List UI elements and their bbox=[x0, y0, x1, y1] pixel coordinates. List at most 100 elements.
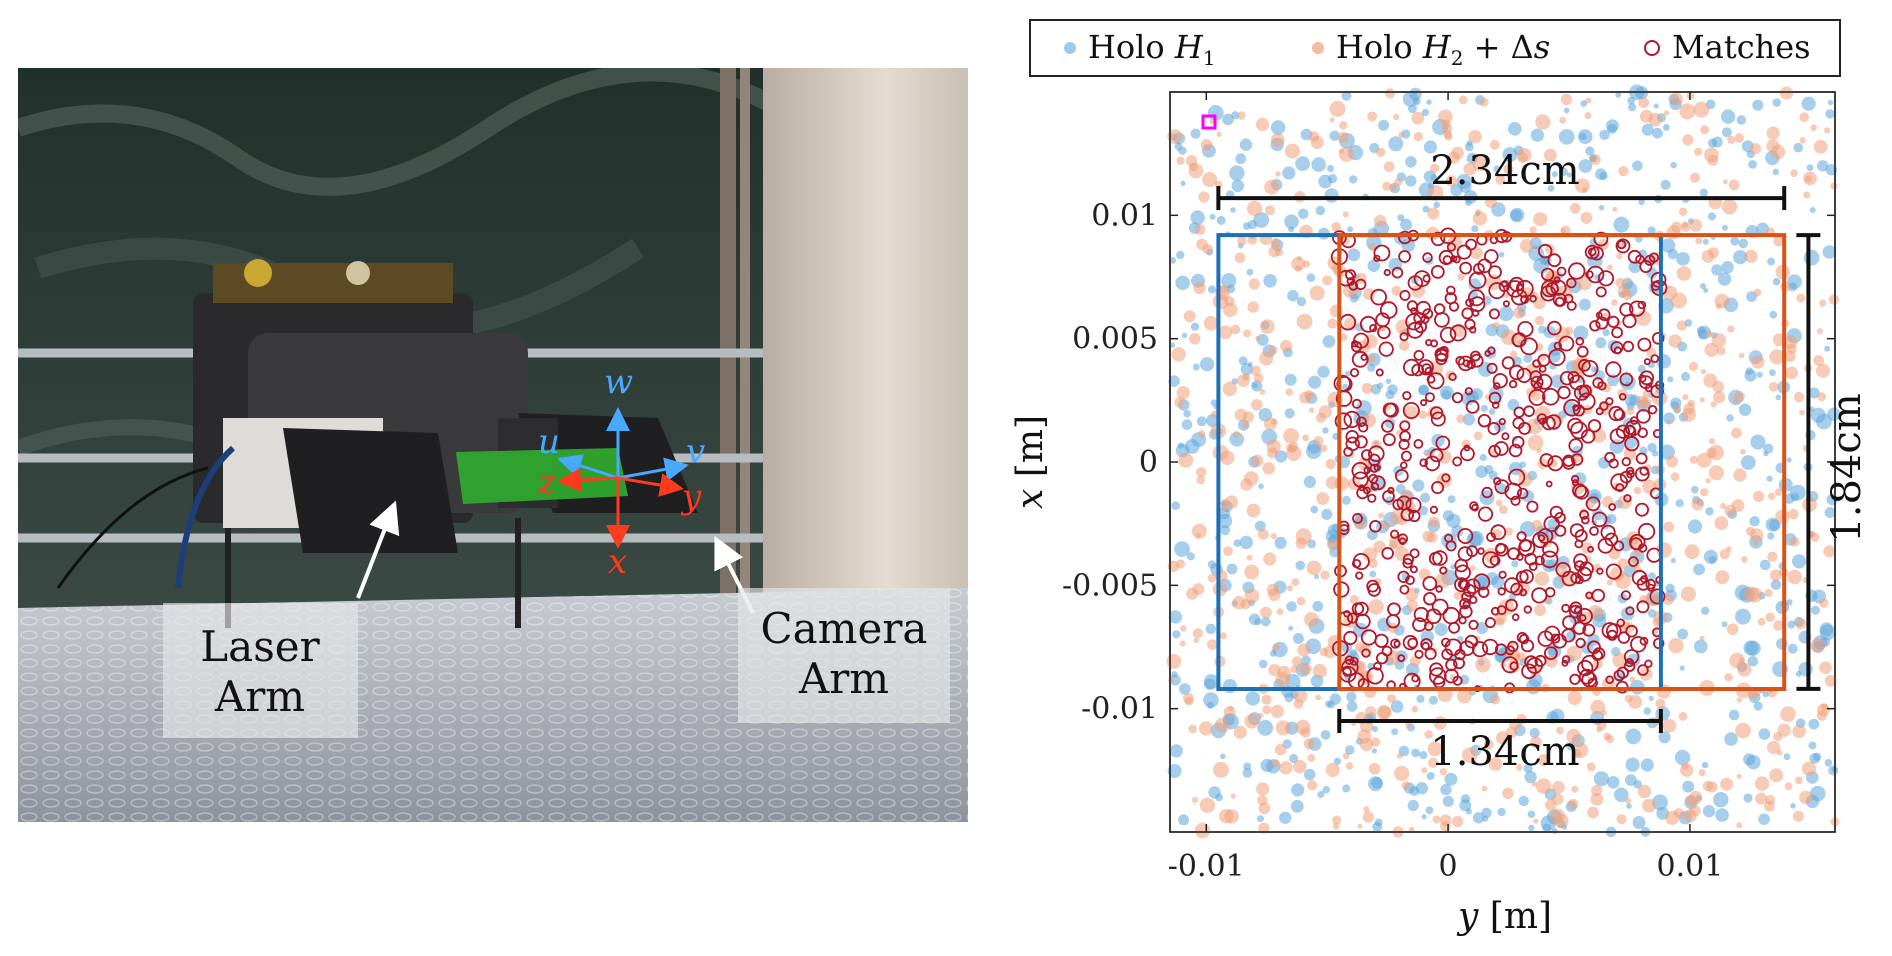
point-match bbox=[1397, 654, 1406, 662]
point-holo2 bbox=[1230, 324, 1241, 335]
point-holo1 bbox=[1301, 655, 1311, 666]
point-holo2 bbox=[1566, 728, 1582, 744]
point-match bbox=[1569, 374, 1585, 391]
point-match bbox=[1483, 249, 1499, 264]
point-holo1 bbox=[1641, 123, 1654, 136]
point-match bbox=[1517, 487, 1529, 500]
point-match bbox=[1482, 551, 1500, 569]
point-holo2 bbox=[1462, 747, 1478, 763]
point-holo2 bbox=[1495, 617, 1505, 627]
point-match bbox=[1519, 569, 1534, 584]
dimension-label-bottom: 1.34cm bbox=[1430, 729, 1579, 775]
point-holo1 bbox=[1325, 529, 1340, 543]
point-match bbox=[1615, 238, 1631, 254]
point-holo2 bbox=[1345, 762, 1354, 770]
point-match bbox=[1511, 613, 1520, 621]
point-match bbox=[1649, 588, 1666, 605]
point-match bbox=[1402, 634, 1418, 651]
point-match bbox=[1454, 558, 1469, 573]
point-match bbox=[1367, 453, 1381, 467]
point-match bbox=[1435, 435, 1451, 451]
point-holo2 bbox=[1566, 645, 1582, 662]
point-holo2 bbox=[1212, 444, 1229, 461]
point-holo1 bbox=[1548, 350, 1561, 363]
point-holo1 bbox=[1290, 799, 1304, 813]
point-holo2 bbox=[1684, 544, 1700, 560]
point-holo2 bbox=[1196, 467, 1207, 478]
point-holo2 bbox=[1716, 346, 1726, 356]
point-holo2 bbox=[1286, 445, 1302, 461]
point-match bbox=[1605, 563, 1622, 580]
point-holo2 bbox=[1313, 436, 1324, 447]
point-holo1 bbox=[1769, 369, 1776, 376]
region-box-orange bbox=[1337, 233, 1787, 691]
point-holo2 bbox=[1214, 717, 1230, 733]
point-holo2 bbox=[1592, 563, 1602, 573]
point-match bbox=[1528, 562, 1538, 571]
point-holo2 bbox=[1789, 536, 1800, 547]
point-holo2 bbox=[1535, 778, 1552, 794]
point-match bbox=[1587, 545, 1594, 553]
point-match bbox=[1488, 308, 1500, 320]
point-holo2 bbox=[1272, 643, 1281, 652]
point-match bbox=[1605, 361, 1622, 378]
point-holo2 bbox=[1694, 147, 1703, 156]
point-holo1 bbox=[1217, 513, 1233, 529]
point-holo2 bbox=[1601, 496, 1614, 508]
point-match bbox=[1459, 446, 1475, 462]
point-holo2 bbox=[1171, 347, 1186, 362]
point-holo2 bbox=[1676, 320, 1688, 331]
point-holo2 bbox=[1451, 146, 1464, 160]
point-holo1 bbox=[1493, 165, 1501, 173]
point-holo2 bbox=[1666, 419, 1672, 425]
point-holo2 bbox=[1453, 591, 1462, 600]
point-holo1 bbox=[1269, 650, 1277, 657]
point-holo2 bbox=[1244, 588, 1260, 604]
point-holo1 bbox=[1658, 731, 1671, 744]
point-holo1 bbox=[1542, 559, 1555, 573]
point-holo1 bbox=[1248, 613, 1261, 626]
point-match bbox=[1563, 398, 1581, 417]
point-match bbox=[1486, 532, 1497, 543]
point-holo2 bbox=[1753, 540, 1759, 546]
point-holo1 bbox=[1311, 157, 1326, 172]
point-match bbox=[1490, 606, 1500, 616]
point-match bbox=[1513, 406, 1525, 418]
point-holo1 bbox=[1701, 761, 1709, 769]
point-holo2 bbox=[1290, 665, 1298, 673]
point-match bbox=[1352, 512, 1363, 524]
point-holo2 bbox=[1396, 752, 1403, 759]
point-match bbox=[1644, 659, 1653, 668]
point-holo2 bbox=[1670, 92, 1683, 106]
point-holo1 bbox=[1498, 306, 1514, 322]
point-holo2 bbox=[1819, 598, 1829, 608]
point-holo2 bbox=[1391, 285, 1402, 296]
point-holo2 bbox=[1470, 246, 1483, 260]
point-match bbox=[1413, 606, 1429, 623]
point-holo1 bbox=[1181, 332, 1188, 339]
point-match bbox=[1377, 325, 1391, 340]
point-match bbox=[1498, 570, 1507, 579]
point-match bbox=[1391, 266, 1404, 279]
point-holo1 bbox=[1220, 525, 1231, 536]
point-holo2 bbox=[1727, 325, 1735, 333]
dimension-annotations bbox=[1216, 186, 1821, 733]
point-holo1 bbox=[1192, 363, 1200, 371]
point-holo2 bbox=[1780, 706, 1796, 722]
point-holo1 bbox=[1625, 757, 1640, 772]
point-holo1 bbox=[1288, 226, 1295, 233]
point-match bbox=[1597, 308, 1611, 322]
point-holo2 bbox=[1166, 654, 1182, 669]
point-holo1 bbox=[1715, 808, 1729, 822]
point-match bbox=[1444, 638, 1463, 656]
point-match bbox=[1441, 473, 1451, 483]
point-holo1 bbox=[1204, 678, 1216, 690]
point-holo2 bbox=[1262, 462, 1275, 475]
point-holo2 bbox=[1230, 793, 1236, 799]
point-holo1 bbox=[1708, 555, 1717, 564]
point-match bbox=[1613, 346, 1622, 355]
point-match bbox=[1622, 313, 1637, 329]
point-match bbox=[1452, 657, 1465, 670]
point-holo2 bbox=[1757, 617, 1766, 626]
point-match bbox=[1469, 326, 1477, 334]
